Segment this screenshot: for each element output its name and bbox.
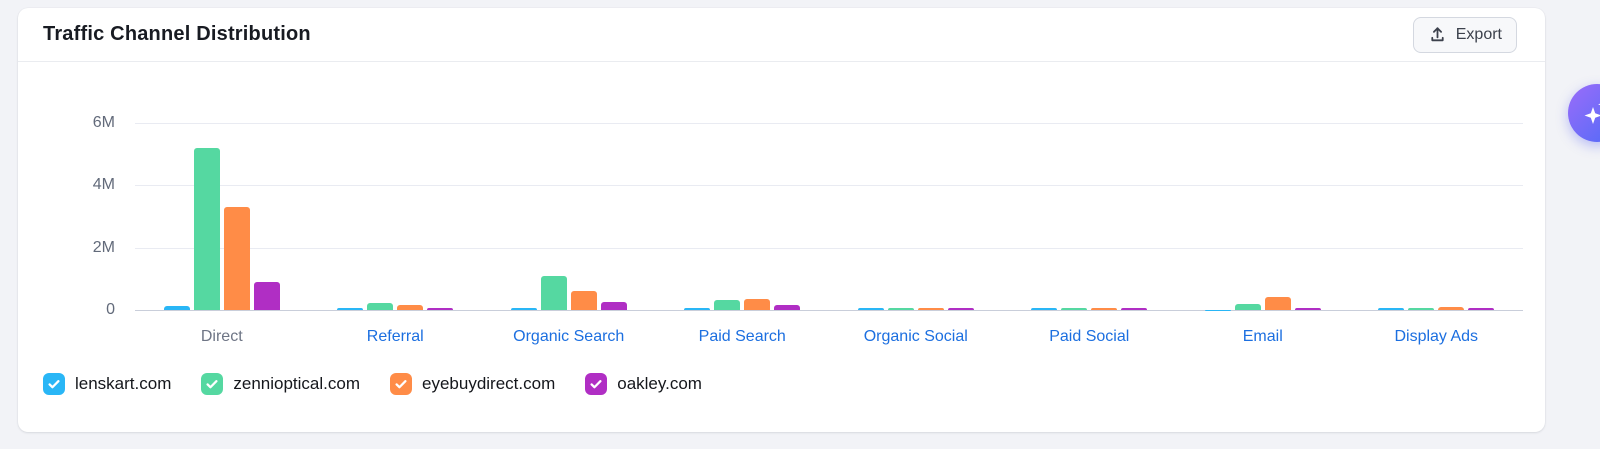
bar-lenskart-com-paid-social [1031,307,1058,310]
x-label-organic-social[interactable]: Organic Social [863,328,968,345]
gridline [135,247,1523,249]
x-label-email[interactable]: Email [1242,328,1283,345]
bar-eyebuydirect-com-direct [223,206,250,310]
bar-oakley-com-email [1294,307,1321,310]
gridline [135,122,1523,124]
bar-zennioptical-com-organic-social [887,307,914,310]
bar-group-referral [309,62,483,310]
bar-oakley-com-paid-search [774,304,801,310]
chart-legend: lenskart.com zennioptical.com eyebuydirect… [18,347,1545,395]
bar-oakley-com-referral [427,307,454,310]
legend-label: oakley.com [617,374,702,393]
bar-group-paid-search [656,62,830,310]
bar-lenskart-com-organic-social [857,307,884,310]
bar-eyebuydirect-com-paid-search [744,298,771,310]
bar-eyebuydirect-com-email [1264,296,1291,310]
bar-zennioptical-com-referral [367,303,394,310]
x-axis-line [135,310,1523,311]
bar-group-email [1176,62,1350,310]
chart-region: 6M 4M 2M 0 Direct Referral Organic Search Paid … [18,62,1545,347]
y-tick-label: 6M [92,113,115,131]
bar-lenskart-com-referral [337,307,364,310]
bar-lenskart-com-paid-search [684,307,711,310]
bar-zennioptical-com-paid-social [1061,307,1088,310]
checkbox-checked-icon[interactable] [585,373,608,395]
card-header: Traffic Channel Distribution Export [18,8,1545,62]
x-label-paid-search[interactable]: Paid Search [698,328,786,345]
bar-eyebuydirect-com-organic-social [917,307,944,310]
bar-oakley-com-direct [253,281,280,310]
legend-label: lenskart.com [75,374,172,393]
legend-item-eyebuydirect-com[interactable]: eyebuydirect.com [390,373,555,395]
bar-group-organic-social [829,62,1003,310]
bar-eyebuydirect-com-display-ads [1438,306,1465,310]
traffic-channel-card: Traffic Channel Distribution Export 6M 4M… [18,8,1545,432]
legend-item-zennioptical-com[interactable]: zennioptical.com [201,373,360,395]
x-label-display-ads[interactable]: Display Ads [1394,328,1479,345]
bar-oakley-com-display-ads [1468,307,1495,310]
bar-lenskart-com-display-ads [1378,307,1405,310]
legend-label: eyebuydirect.com [422,374,556,393]
ai-assistant-button[interactable] [1568,84,1600,142]
bar-eyebuydirect-com-paid-social [1091,307,1118,310]
legend-item-lenskart-com[interactable]: lenskart.com [43,373,171,395]
bar-zennioptical-com-organic-search [540,275,567,310]
y-tick-label: 0 [106,301,115,318]
checkbox-checked-icon[interactable] [390,373,412,395]
bar-zennioptical-com-display-ads [1408,307,1435,310]
bar-groups [135,62,1523,310]
legend-label: zennioptical.com [233,374,360,393]
bar-lenskart-com-direct [163,305,190,310]
export-button-label: Export [1455,25,1502,43]
checkbox-checked-icon[interactable] [43,373,65,395]
x-label-organic-search[interactable]: Organic Search [513,328,625,345]
checkbox-checked-icon[interactable] [201,373,224,395]
x-label-referral[interactable]: Referral [366,328,424,345]
x-label-direct: Direct [200,328,243,345]
bar-oakley-com-organic-search [600,302,627,310]
bar-zennioptical-com-direct [193,147,220,310]
gridline [135,185,1523,186]
sparkles-icon [1580,95,1600,132]
bar-zennioptical-com-paid-search [714,300,741,310]
bar-group-organic-search [482,62,656,310]
bar-eyebuydirect-com-referral [397,305,424,310]
bar-zennioptical-com-email [1234,304,1261,310]
bar-oakley-com-organic-social [947,307,974,310]
y-tick-label: 2M [92,238,115,256]
y-tick-label: 4M [92,176,115,193]
bar-lenskart-com-organic-search [510,307,537,310]
bar-group-display-ads [1350,62,1524,310]
bar-oakley-com-paid-social [1121,307,1148,310]
upload-icon [1428,25,1447,44]
page-title: Traffic Channel Distribution [43,23,311,45]
x-axis-labels: Direct Referral Organic Search Paid Search O… [135,328,1523,346]
legend-item-oakley-com[interactable]: oakley.com [585,373,702,395]
export-button[interactable]: Export [1412,16,1517,53]
x-label-paid-social[interactable]: Paid Social [1049,328,1130,345]
bar-group-paid-social [1003,62,1177,310]
bar-group-direct [135,62,309,310]
bar-eyebuydirect-com-organic-search [570,290,597,310]
